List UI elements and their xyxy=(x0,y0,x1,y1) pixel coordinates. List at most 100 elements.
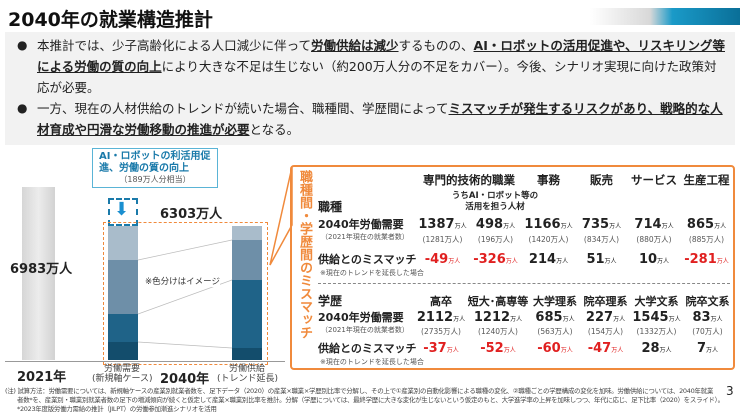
demand-value: 1212万人 xyxy=(473,310,523,325)
col-header: 高卒 xyxy=(430,295,452,308)
demand-value: 1545万人 xyxy=(632,310,681,325)
occupation-current-row: (1281万人) (196万人) (1420万人) (834万人) (880万人) (88… xyxy=(318,234,733,245)
col-header: 短大･高専等 xyxy=(467,295,529,308)
col-header: サービス xyxy=(631,173,677,187)
year-2021-label: 2021年 xyxy=(17,370,67,385)
body-text: により大きな不足は生じない（約200万人分の不足をカバー）。今後、シナリオ実現に… xyxy=(37,59,717,95)
current-value: (2735万人) xyxy=(421,327,461,336)
current-value: (1240万人) xyxy=(478,327,518,336)
gap-value: 7万人 xyxy=(696,341,719,356)
callout-sub: （189万人分相当） xyxy=(119,175,191,184)
emphasis-text: AI・ロボットの活用促進や、リスキリング等による労働の質の向上 xyxy=(37,38,725,74)
supply-bar xyxy=(232,226,262,360)
current-value: (834万人) xyxy=(583,235,620,244)
demand-value: 83万人 xyxy=(692,310,723,325)
col-header: 大学文系 xyxy=(634,295,679,308)
col-header: 専門的技術的職業 xyxy=(423,173,515,187)
emphasis-text: 労働供給は減少 xyxy=(311,38,399,53)
current-value: (1332万人) xyxy=(636,327,677,336)
education-current-row: (2735万人) (1240万人) (563万人) (154万人) (1332万人) (7… xyxy=(318,326,733,337)
col-header: 事務 xyxy=(537,173,560,187)
body-text: となる。 xyxy=(249,122,300,137)
total-2040-value: 6303万人 xyxy=(160,207,223,222)
current-value: (885万人) xyxy=(688,235,725,244)
demand-value: 2112万人 xyxy=(416,310,466,325)
ai-effect-box xyxy=(108,198,138,226)
color-note: ※色分けはイメージ xyxy=(145,275,220,287)
footnote: (注) 試算方法：労働需要については、新規軸ケースの産業別就業者数を、足下データ… xyxy=(5,387,720,413)
occupation-label: 職種 xyxy=(318,200,343,214)
demand-value: 498万人 xyxy=(475,217,516,232)
col-header: 生産工程 xyxy=(683,173,730,187)
year-2040-label: 2040年 xyxy=(160,372,210,387)
col-header: 大学理系 xyxy=(533,295,577,308)
current-value: (1281万人) xyxy=(422,235,463,244)
gap-value: -326万人 xyxy=(473,252,518,267)
bullet-text: 一方、現在の人材供給のトレンドが続いた場合、職種間、学歴間によってミスマッチが発… xyxy=(37,98,727,140)
gap-value: 28万人 xyxy=(641,341,672,356)
gap-value: -47万人 xyxy=(587,341,624,356)
arrow-down-icon: ⬇ xyxy=(114,199,130,220)
current-value: (563万人) xyxy=(537,327,573,336)
demand-value: 865万人 xyxy=(686,217,727,232)
page-number: 3 xyxy=(726,384,734,398)
current-value: (196万人) xyxy=(477,235,514,244)
bullet-text: 本推計では、少子高齢化による人口減少に伴って労働供給は減少するものの、AI・ロボ… xyxy=(37,35,727,98)
body-text: するものの、 xyxy=(398,38,474,53)
row-note: ※現在のトレンドを延長した場合 xyxy=(320,269,424,277)
gap-value: 51万人 xyxy=(586,252,617,267)
gap-value: 214万人 xyxy=(528,252,569,267)
row-note: （2021年現在の就業者数） xyxy=(321,233,409,241)
current-value: (70万人) xyxy=(692,327,723,336)
education-demand-row: 2040年労働需要 2112万人 1212万人 685万人 227万人 1545万人 83万… xyxy=(318,309,733,325)
divider xyxy=(318,283,730,284)
current-value: (1420万人) xyxy=(528,235,569,244)
occupation-demand-row: 2040年労働需要 1387万人 498万人 1166万人 735万人 714万人 865万… xyxy=(318,216,733,232)
connector-lines xyxy=(138,239,232,349)
supply-label: 労働供給 (トレンド延長) xyxy=(217,364,279,384)
row-note: ※現在のトレンドを延長した場合 xyxy=(320,358,424,366)
callout-title: AI・ロボットの利活用促進、労働の質の向上 xyxy=(99,151,211,174)
baseline xyxy=(5,361,285,362)
col-header: 院卒理系 xyxy=(583,295,628,308)
demand-value: 685万人 xyxy=(535,310,575,325)
row-note: （2021年現在の就業者数） xyxy=(321,326,409,334)
callout-box: AI・ロボットの利活用促進、労働の質の向上 （189万人分相当） xyxy=(92,148,218,188)
demand-value: 1387万人 xyxy=(418,217,467,232)
body-text: 本推計では、少子高齢化による人口減少に伴って xyxy=(37,38,312,53)
demand-value: 714万人 xyxy=(634,217,674,232)
mismatch-panel xyxy=(290,165,735,370)
education-header-row: 学歴 高卒 短大･高専等 大学理系 院卒理系 大学文系 院卒文系 xyxy=(318,292,733,309)
gap-value: 10万人 xyxy=(638,252,670,267)
current-value: (154万人) xyxy=(587,327,624,336)
mismatch-highlight-box xyxy=(103,222,268,365)
summary-box: ● 本推計では、少子高齢化による人口減少に伴って労働供給は減少するものの、AI・ロ… xyxy=(5,32,735,145)
page-title: 2040年の就業構造推計 xyxy=(8,9,213,31)
bar-2021 xyxy=(22,187,55,360)
bar-2021-value: 6983万人 xyxy=(10,262,73,277)
gap-value: -60万人 xyxy=(537,341,573,356)
bullet-dot-icon: ● xyxy=(17,101,28,115)
row-label: 2040年労働需要 xyxy=(318,311,404,324)
bullet-2: ● 一方、現在の人材供給のトレンドが続いた場合、職種間、学歴間によってミスマッチが… xyxy=(17,98,727,140)
row-label: 供給とのミスマッチ xyxy=(318,253,417,266)
col-header: 販売 xyxy=(590,173,613,187)
education-gap-row: 供給とのミスマッチ -37万人 -52万人 -60万人 -47万人 28万人 7万人 xyxy=(318,340,733,356)
gap-value: -52万人 xyxy=(480,341,516,356)
demand-value: 1166万人 xyxy=(524,217,573,232)
occupation-header-row: 専門的技術的職業 事務 販売 サービス 生産工程 xyxy=(318,172,733,188)
gap-value: -281万人 xyxy=(684,252,729,267)
education-label: 学歴 xyxy=(318,294,343,308)
body-text: 一方、現在の人材供給のトレンドが続いた場合、職種間、学歴間によって xyxy=(37,101,449,116)
occupation-gap-row: 供給とのミスマッチ -49万人 -326万人 214万人 51万人 10万人 -281万人 xyxy=(318,251,733,267)
demand-bar xyxy=(108,226,138,360)
row-label: 2040年労働需要 xyxy=(318,218,404,231)
callout-pointer xyxy=(269,166,293,266)
col-header: 院卒文系 xyxy=(685,295,730,308)
current-value: (880万人) xyxy=(636,235,672,244)
gap-value: -37万人 xyxy=(423,341,459,356)
bullet-dot-icon: ● xyxy=(17,38,28,52)
title-accent-bar xyxy=(590,8,740,25)
demand-label: 労働需要 (新規軸ケース) xyxy=(92,364,153,384)
mismatch-side-label: 職種間・学歴間のミスマッチ xyxy=(297,170,312,339)
